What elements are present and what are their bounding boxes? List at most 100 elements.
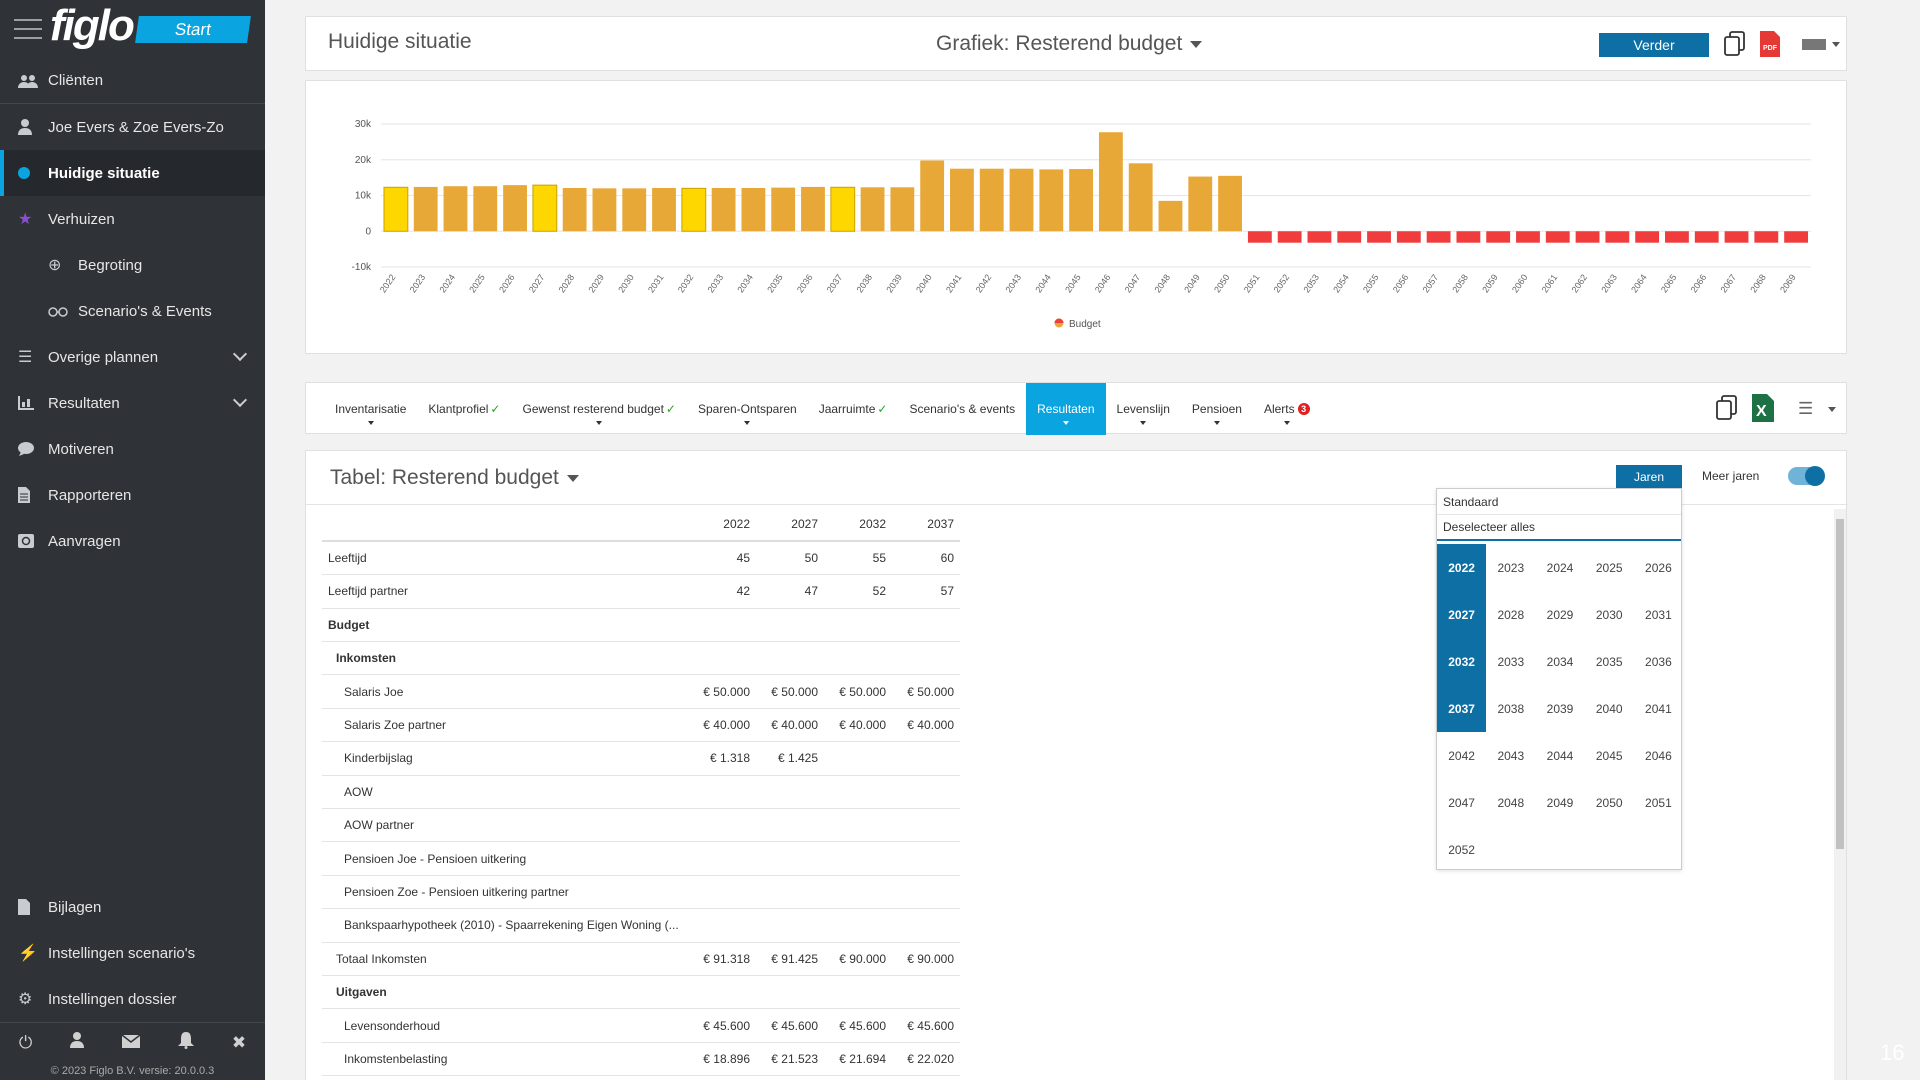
year-option-2023[interactable]: 2023 (1497, 560, 1525, 575)
year-option-2049[interactable]: 2049 (1546, 795, 1574, 810)
year-option-2030[interactable]: 2030 (1595, 607, 1623, 622)
bar-2064[interactable] (1635, 231, 1660, 243)
bar-2046[interactable] (1098, 132, 1123, 232)
bar-2023[interactable] (413, 186, 438, 232)
start-button[interactable]: Start (134, 15, 251, 43)
sidebar-item-bijlagen[interactable]: Bijlagen (0, 884, 265, 930)
menu-icon[interactable] (14, 19, 42, 39)
bar-2043[interactable] (1009, 168, 1034, 232)
bar-2028[interactable] (562, 187, 587, 232)
bar-2038[interactable] (860, 187, 885, 232)
tab-levenslijn[interactable]: Levenslijn (1106, 383, 1181, 435)
year-option-2037[interactable]: 2037 (1437, 685, 1487, 732)
bar-2035[interactable] (771, 187, 796, 232)
tools-icon[interactable]: ✖ (231, 1032, 247, 1052)
year-option-2026[interactable]: 2026 (1645, 560, 1672, 575)
year-option-2033[interactable]: 2033 (1497, 654, 1525, 669)
tab-jaarruimte[interactable]: Jaarruimte ✓ (808, 383, 899, 435)
bar-2057[interactable] (1426, 231, 1451, 243)
bar-2062[interactable] (1575, 231, 1600, 243)
copy-icon[interactable] (1724, 31, 1746, 62)
sidebar-item-motiveren[interactable]: Motiveren (0, 426, 265, 472)
bar-2042[interactable] (979, 168, 1004, 232)
sidebar-item-dossier[interactable]: Joe Evers & Zoe Evers-Zo (0, 104, 265, 150)
tab-pensioen[interactable]: Pensioen (1181, 383, 1253, 435)
scrollbar-thumb[interactable] (1836, 519, 1844, 849)
table-scrollbar[interactable] (1834, 509, 1846, 1080)
bar-2033[interactable] (711, 187, 736, 232)
tab-gewenst-resterend-budget[interactable]: Gewenst resterend budget ✓ (511, 383, 686, 435)
year-option-2052[interactable]: 2052 (1448, 842, 1475, 857)
year-option-2031[interactable]: 2031 (1645, 607, 1672, 622)
verder-button[interactable]: Verder (1599, 33, 1709, 57)
bar-2040[interactable] (920, 160, 945, 232)
bar-2066[interactable] (1694, 231, 1719, 243)
tab-sparen-ontsparen[interactable]: Sparen-Ontsparen (687, 383, 808, 435)
bar-2061[interactable] (1545, 231, 1570, 243)
sidebar-item-aanvragen[interactable]: Aanvragen (0, 518, 265, 564)
bar-2037[interactable] (830, 186, 856, 232)
bar-2059[interactable] (1486, 231, 1511, 243)
tab-inventarisatie[interactable]: Inventarisatie (324, 383, 417, 435)
year-option-2050[interactable]: 2050 (1595, 795, 1623, 810)
year-option-2040[interactable]: 2040 (1595, 701, 1623, 716)
option-deselecteer-alles[interactable]: Deselecteer alles (1437, 515, 1681, 541)
bar-2034[interactable] (741, 187, 766, 232)
tab-klantprofiel[interactable]: Klantprofiel ✓ (417, 383, 511, 435)
sidebar-item-instellingen-dossier[interactable]: ⚙ Instellingen dossier (0, 976, 265, 1022)
tab-scenario-s-events[interactable]: Scenario's & events (898, 383, 1026, 435)
year-option-2039[interactable]: 2039 (1546, 701, 1574, 716)
bar-2054[interactable] (1337, 231, 1362, 243)
bar-2030[interactable] (622, 188, 647, 232)
bar-2053[interactable] (1307, 231, 1332, 243)
bar-2050[interactable] (1218, 175, 1242, 232)
year-option-2044[interactable]: 2044 (1546, 748, 1574, 763)
bar-2039[interactable] (890, 187, 915, 232)
meer-jaren-toggle[interactable] (1788, 466, 1825, 486)
bar-2067[interactable] (1724, 231, 1749, 243)
bar-2032[interactable] (681, 187, 707, 232)
year-option-2024[interactable]: 2024 (1546, 560, 1574, 575)
year-option-2042[interactable]: 2042 (1448, 748, 1475, 763)
sidebar-item-resultaten[interactable]: Resultaten (0, 380, 265, 426)
year-option-2047[interactable]: 2047 (1448, 795, 1475, 810)
bar-2048[interactable] (1158, 200, 1183, 232)
year-option-2048[interactable]: 2048 (1497, 795, 1525, 810)
bar-2065[interactable] (1665, 231, 1689, 243)
bar-2031[interactable] (652, 187, 676, 232)
year-option-2029[interactable]: 2029 (1546, 607, 1574, 622)
bar-2060[interactable] (1516, 231, 1540, 243)
year-option-2038[interactable]: 2038 (1497, 701, 1525, 716)
year-option-2043[interactable]: 2043 (1497, 748, 1525, 763)
bar-2052[interactable] (1277, 231, 1302, 243)
year-option-2035[interactable]: 2035 (1595, 654, 1623, 669)
bar-2055[interactable] (1367, 231, 1391, 243)
sidebar-item-huidige-situatie[interactable]: Huidige situatie (0, 150, 265, 196)
bar-2051[interactable] (1247, 231, 1272, 243)
sidebar-item-instellingen-scenarios[interactable]: ⚡ Instellingen scenario's (0, 930, 265, 976)
year-option-2051[interactable]: 2051 (1645, 795, 1672, 810)
bar-2026[interactable] (503, 185, 527, 232)
bar-2058[interactable] (1456, 231, 1481, 243)
pdf-icon[interactable]: PDF (1760, 31, 1780, 62)
list-view-icon[interactable]: ☰ (1798, 399, 1814, 418)
power-icon[interactable]: ⏻ (18, 1032, 33, 1052)
tab-alerts[interactable]: Alerts 3 (1253, 383, 1321, 435)
year-option-2046[interactable]: 2046 (1645, 748, 1672, 763)
sidebar-item-scenarios-events[interactable]: Scenario's & Events (0, 288, 265, 334)
table-selector[interactable]: Tabel: Resterend budget (330, 466, 579, 490)
year-option-2034[interactable]: 2034 (1546, 654, 1574, 669)
year-option-2025[interactable]: 2025 (1595, 560, 1623, 575)
sidebar-item-clienten[interactable]: Cliënten (0, 58, 265, 104)
bar-2022[interactable] (383, 186, 409, 232)
year-option-2027[interactable]: 2027 (1437, 591, 1487, 638)
bar-2069[interactable] (1784, 231, 1809, 243)
bar-2024[interactable] (443, 186, 468, 232)
bell-icon[interactable] (177, 1031, 194, 1054)
profile-icon[interactable] (70, 1032, 85, 1053)
bar-2049[interactable] (1188, 176, 1213, 232)
sidebar-item-begroting[interactable]: ⊕ Begroting (0, 242, 265, 288)
more-menu-icon[interactable] (1802, 39, 1826, 50)
chart-selector[interactable]: Grafiek: Resterend budget (936, 32, 1203, 56)
year-option-2032[interactable]: 2032 (1437, 638, 1487, 685)
